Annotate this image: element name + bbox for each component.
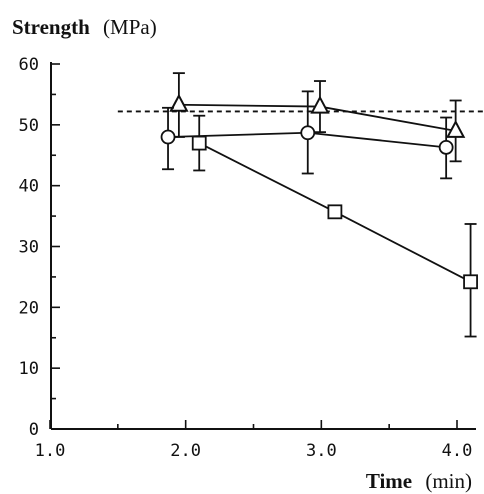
square-point — [327, 204, 343, 220]
y-axis-title-unit: (MPa) — [103, 15, 157, 39]
x-tick-label: 1.0 — [35, 441, 66, 461]
circle-point — [300, 125, 316, 141]
y-tick-label: 50 — [19, 116, 39, 136]
y-tick-label: 10 — [19, 359, 39, 379]
x-axis-title: Time (min) — [366, 469, 472, 493]
y-axis-title-bold: Strength — [12, 15, 90, 39]
y-axis-title: Strength (MPa) — [12, 15, 157, 39]
square-point — [463, 274, 478, 290]
x-axis-title-unit: (min) — [425, 469, 472, 493]
y-tick-label: 0 — [29, 420, 39, 440]
x-tick-label: 2.0 — [170, 441, 201, 461]
triangle-point — [445, 119, 466, 138]
axes: 0 10 20 30 40 50 60 1.0 2.0 3.0 4.0 — [19, 55, 476, 461]
x-tick-label: 4.0 — [442, 441, 473, 461]
y-tick-label: 20 — [19, 298, 39, 318]
y-tick-label: 60 — [19, 55, 39, 75]
plot-area — [117, 72, 484, 338]
y-tick-label: 30 — [19, 238, 39, 258]
x-axis-title-bold: Time — [366, 469, 412, 493]
triangle-point — [310, 95, 330, 114]
circle-point — [160, 129, 176, 145]
triangle-point — [169, 93, 189, 112]
y-tick-label: 40 — [19, 177, 39, 197]
square-point — [191, 135, 207, 151]
x-tick-label: 3.0 — [306, 441, 337, 461]
circle-point — [438, 139, 454, 155]
